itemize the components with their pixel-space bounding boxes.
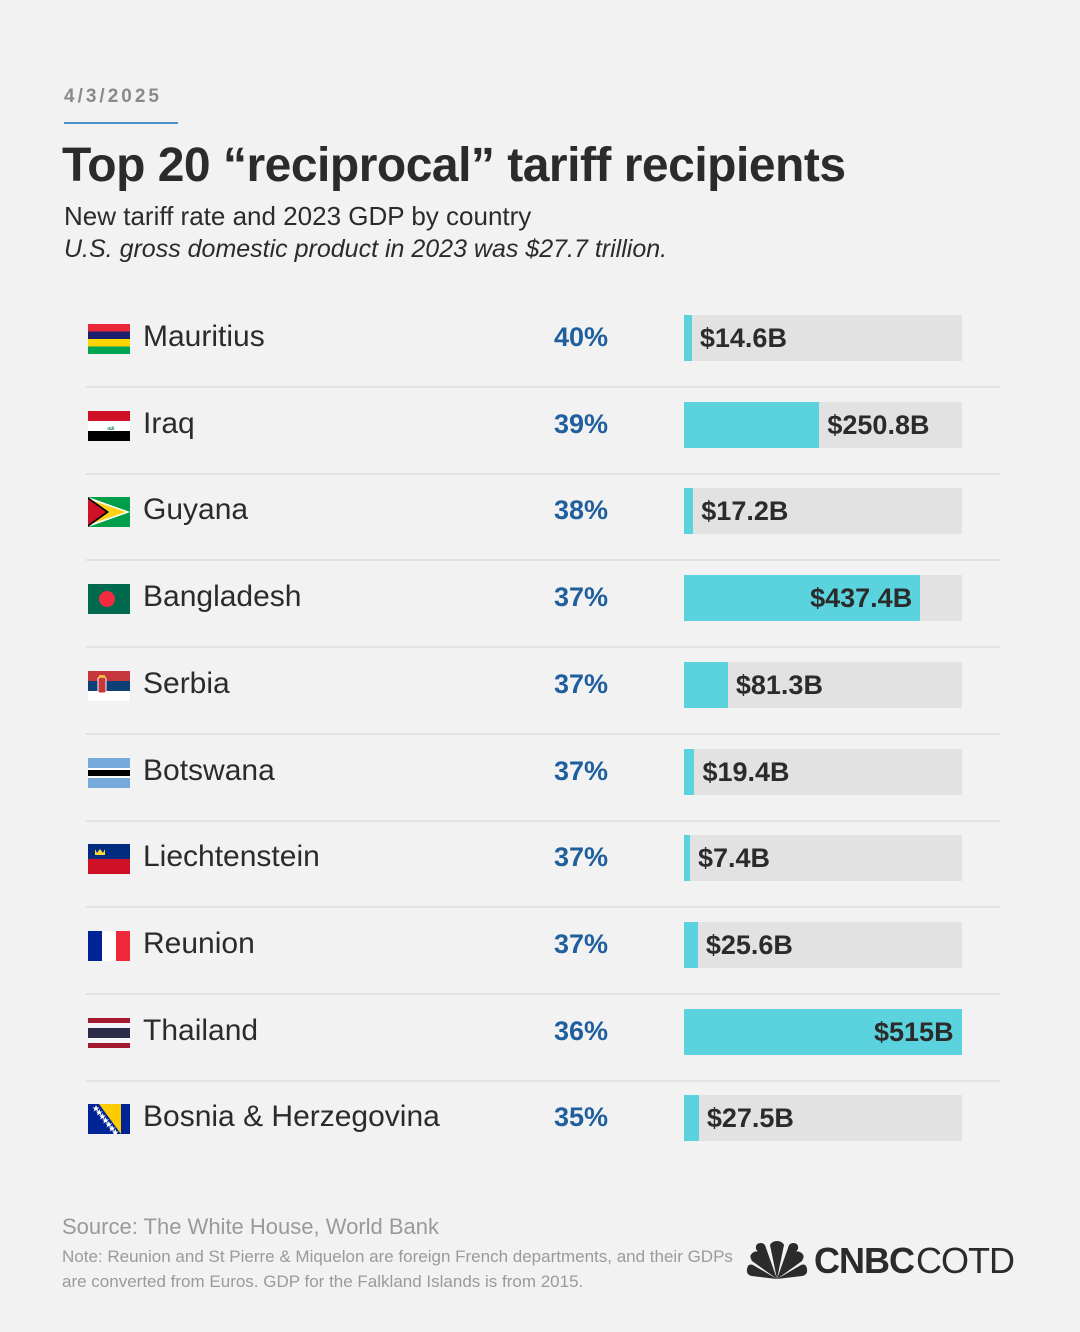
gdp-bar-track: $437.4B (684, 575, 962, 622)
gdp-bar-track: $14.6B (684, 315, 962, 361)
tariff-rate-label: 37% (554, 755, 609, 786)
country-label: Reunion (143, 926, 255, 960)
country-label: Bangladesh (143, 580, 302, 614)
gdp-bar (684, 315, 692, 361)
country-label: Guyana (143, 493, 249, 527)
table-row: Botswana 37% $19.4B (86, 736, 1000, 822)
gdp-bar (684, 401, 820, 448)
source-text: Source: The White House, World Bank (62, 1214, 440, 1239)
country-label: Iraq (143, 406, 195, 440)
gdp-bar-track: $250.8B (684, 401, 962, 448)
country-label: Liechtenstein (143, 840, 320, 874)
row-divider (86, 992, 1000, 995)
footnote-text: Note: Reunion and St Pierre & Miquelon a… (62, 1247, 733, 1291)
gdp-bar (684, 748, 695, 795)
serbia-flag-icon (88, 670, 130, 701)
tariff-rate-label: 39% (554, 408, 609, 439)
cnbc-logo: CNBC COTD (746, 1238, 1015, 1284)
country-label: Thailand (143, 1013, 259, 1047)
table-row: Mauritius 40% $14.6B (86, 302, 1000, 388)
tariff-rate-label: 37% (554, 582, 609, 613)
tariff-rate-label: 37% (554, 928, 609, 959)
gdp-bar-track: $81.3B (684, 661, 962, 708)
guyana-flag-icon (88, 497, 130, 528)
gdp-value-label: $14.6B (699, 323, 787, 353)
gdp-bar (684, 661, 728, 708)
chart-subtitle: New tariff rate and 2023 GDP by country (64, 201, 532, 231)
gdp-value-label: $27.5B (706, 1103, 794, 1134)
country-label: Serbia (143, 666, 230, 700)
gdp-bar (684, 1095, 699, 1142)
chart-title: Top 20 “reciprocal” tariff recipients (62, 139, 846, 192)
gdp-bar (684, 488, 694, 535)
gdp-value-label: $515B (874, 1016, 954, 1047)
table-row: Serbia 37% $81.3B (86, 649, 1000, 735)
gdp-value-label: $7.4B (698, 843, 771, 874)
reunion-flag-icon (88, 930, 130, 961)
liechtenstein-flag-icon (88, 844, 130, 875)
gdp-bar-track: $7.4B (684, 835, 962, 882)
table-row: Bangladesh 37% $437.4B (86, 562, 1000, 648)
table-row: Guyana 38% $17.2B (86, 475, 1000, 561)
peacock-icon (746, 1241, 808, 1279)
row-divider (86, 1079, 1000, 1082)
botswana-flag-icon (88, 757, 130, 788)
tariff-rate-label: 40% (554, 322, 609, 352)
tariff-rate-label: 36% (554, 1015, 609, 1046)
gdp-bar (684, 921, 698, 968)
tariff-rate-label: 38% (554, 495, 609, 526)
row-divider (86, 819, 1000, 822)
gdp-value-label: $437.4B (810, 583, 913, 614)
row-divider (86, 472, 1000, 475)
gdp-bar (684, 575, 921, 622)
country-label: Botswana (143, 753, 275, 787)
tariff-rate-label: 35% (554, 1102, 609, 1133)
table-row: Bosnia & Herzegovina 35% $27.5B (86, 1082, 1000, 1168)
gdp-value-label: $81.3B (735, 669, 823, 700)
bangladesh-flag-icon (88, 584, 130, 615)
country-label: Mauritius (143, 320, 265, 353)
country-label: Bosnia & Herzegovina (143, 1100, 440, 1134)
gdp-bar-track: $17.2B (684, 488, 962, 535)
table-row: Reunion 37% $25.6B (86, 909, 1000, 995)
logo-suffix-text: COTD (916, 1240, 1015, 1281)
gdp-bar-track: $27.5B (684, 1095, 962, 1142)
gdp-note: U.S. gross domestic product in 2023 was … (64, 235, 668, 263)
gdp-value-label: $25.6B (705, 929, 793, 960)
bosnia-herzegovina-flag-icon (88, 1104, 130, 1135)
gdp-value-label: $250.8B (827, 409, 930, 440)
iraq-flag-icon: ﷲ (88, 410, 130, 441)
row-divider (86, 559, 1000, 562)
date-underline (64, 122, 178, 124)
gdp-bar-track: $19.4B (684, 748, 962, 795)
row-divider (86, 646, 1000, 649)
logo-brand-text: CNBC (814, 1240, 915, 1281)
table-row: ﷲ Iraq 39% $250.8B (86, 389, 1000, 475)
thailand-flag-icon (88, 1017, 130, 1048)
mauritius-flag-icon (88, 324, 130, 354)
row-divider (86, 386, 1000, 388)
gdp-value-label: $17.2B (701, 496, 789, 527)
row-divider (86, 732, 1000, 735)
gdp-value-label: $19.4B (702, 756, 790, 787)
tariff-rate-label: 37% (554, 668, 609, 699)
date-label: 4/3/2025 (64, 86, 162, 107)
gdp-bar (684, 835, 690, 882)
gdp-bar-track: $25.6B (684, 921, 962, 968)
table-row: Thailand 36% $515B (86, 996, 1000, 1082)
table-row: Liechtenstein 37% $7.4B (86, 822, 1000, 908)
tariff-rate-label: 37% (554, 842, 609, 873)
svg-text:ﷲ: ﷲ (107, 425, 114, 432)
row-divider (86, 906, 1000, 909)
gdp-bar (684, 1008, 962, 1055)
gdp-bar-track: $515B (684, 1008, 962, 1055)
